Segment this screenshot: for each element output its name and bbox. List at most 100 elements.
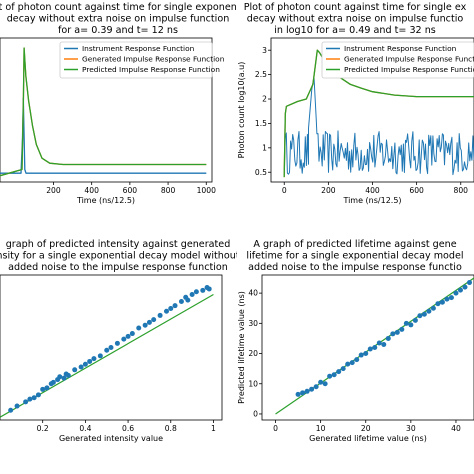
x-tick-label: 0.8 (165, 424, 177, 433)
data-point (318, 379, 324, 385)
data-point (206, 286, 212, 292)
data-point (57, 374, 63, 380)
x-tick-label: 200 (46, 186, 61, 195)
series-line-0 (0, 97, 207, 174)
x-tick-label: 400 (365, 186, 380, 195)
data-point (44, 385, 50, 391)
data-point (157, 312, 163, 318)
data-point (114, 340, 120, 346)
data-point (104, 347, 110, 353)
data-point (185, 297, 191, 303)
data-point (78, 364, 84, 370)
data-point (31, 395, 37, 401)
x-tick-label: 10 (316, 424, 326, 433)
data-point (430, 305, 436, 311)
data-point (97, 353, 103, 359)
x-tick-label: 1 (211, 424, 216, 433)
legend-entry: Predicted Impulse Response Function (82, 65, 220, 74)
data-point (349, 360, 355, 366)
x-tick-label: 1000 (197, 186, 216, 195)
data-point (466, 280, 472, 286)
y-tick-label: 2 (262, 95, 267, 104)
x-tick-label: 600 (123, 186, 138, 195)
data-point (65, 372, 71, 378)
x-tick-label: 800 (161, 186, 176, 195)
data-point (340, 366, 346, 372)
y-tick-label: 20 (248, 349, 258, 358)
x-tick-label: 40 (451, 424, 461, 433)
data-point (172, 303, 178, 309)
legend-box (59, 41, 213, 79)
data-point (448, 295, 454, 301)
data-point (444, 296, 450, 302)
data-point (358, 352, 364, 358)
y-tick-label: 2.5 (255, 70, 267, 79)
chart-panel-top-left: Plot of photon count against time for si… (0, 2, 237, 205)
data-point (399, 326, 405, 332)
x-tick-label: 800 (454, 186, 469, 195)
legend-entry: Instrument Response Function (344, 44, 457, 53)
plot-frame (261, 274, 474, 421)
y-tick-label: 1 (262, 143, 267, 152)
x-tick-label: 200 (321, 186, 336, 195)
series-line-2 (0, 47, 207, 177)
x-axis-label: Generated intensity value (59, 434, 163, 443)
y-axis-label: Photon count log10(a.u) (237, 62, 246, 159)
y-tick-label: 1.5 (255, 119, 267, 128)
data-point (23, 399, 29, 405)
data-point (435, 301, 441, 307)
x-tick-label: 0.4 (79, 424, 91, 433)
data-point (381, 341, 387, 347)
data-point (367, 346, 373, 352)
data-point (295, 391, 301, 397)
x-axis-label: Time (ns/12.5) (342, 196, 401, 205)
chart-title-line: nsity for a single exponential decay mod… (0, 251, 237, 262)
data-point (8, 407, 14, 413)
x-tick-label: 0.2 (37, 424, 49, 433)
data-point (136, 325, 142, 331)
chart-title-line: A graph of predicted lifetime against ge… (253, 239, 456, 250)
legend: Instrument Response Function Generated Im… (321, 41, 474, 79)
data-point (72, 367, 78, 373)
x-tick-label: 0 (273, 424, 278, 433)
chart-title-line: Plot of photon count against time for si… (0, 2, 237, 13)
data-point (178, 298, 184, 304)
data-point (151, 317, 157, 323)
y-tick-label: 10 (248, 379, 258, 388)
data-point (14, 403, 20, 409)
data-point (385, 335, 391, 341)
data-point (91, 356, 97, 362)
data-point (322, 381, 328, 387)
data-point (408, 322, 414, 328)
chart-title-line: added noise to the impulse response func… (248, 262, 462, 273)
chart-title-line: in log10 for a= 0.49 and t= 32 ns (274, 25, 436, 36)
data-point (376, 340, 382, 346)
data-point (462, 284, 468, 290)
y-tick-label: 40 (248, 289, 258, 298)
chart-title-line: Plot of photon count against time for si… (244, 2, 467, 13)
x-tick-label: 20 (361, 424, 371, 433)
data-point (412, 317, 418, 323)
chart-title-line: added noise to the impulse response func… (8, 262, 228, 273)
data-point (300, 390, 306, 396)
legend-entry: Instrument Response Function (82, 44, 195, 53)
plot-area (0, 47, 207, 177)
x-tick-label: 600 (409, 186, 424, 195)
data-point (345, 361, 351, 367)
data-point (200, 287, 206, 293)
data-point (87, 358, 93, 364)
x-axis-label: Time (ns/12.5) (76, 196, 135, 205)
data-point (121, 336, 127, 342)
chart-title-line: for a= 0.39 and t= 12 ns (58, 25, 178, 36)
data-point (417, 313, 423, 319)
y-tick-label: 0 (253, 410, 258, 419)
plot-area (0, 285, 214, 418)
data-point (403, 320, 409, 326)
x-tick-label: 0 (282, 186, 287, 195)
chart-title-line: decay without extra noise on impulse fun… (7, 14, 230, 25)
data-point (331, 372, 337, 378)
x-axis-label: Generated lifetime value (ns) (309, 434, 427, 443)
data-point (372, 345, 378, 350)
legend-box (321, 41, 474, 79)
data-point (363, 351, 369, 357)
